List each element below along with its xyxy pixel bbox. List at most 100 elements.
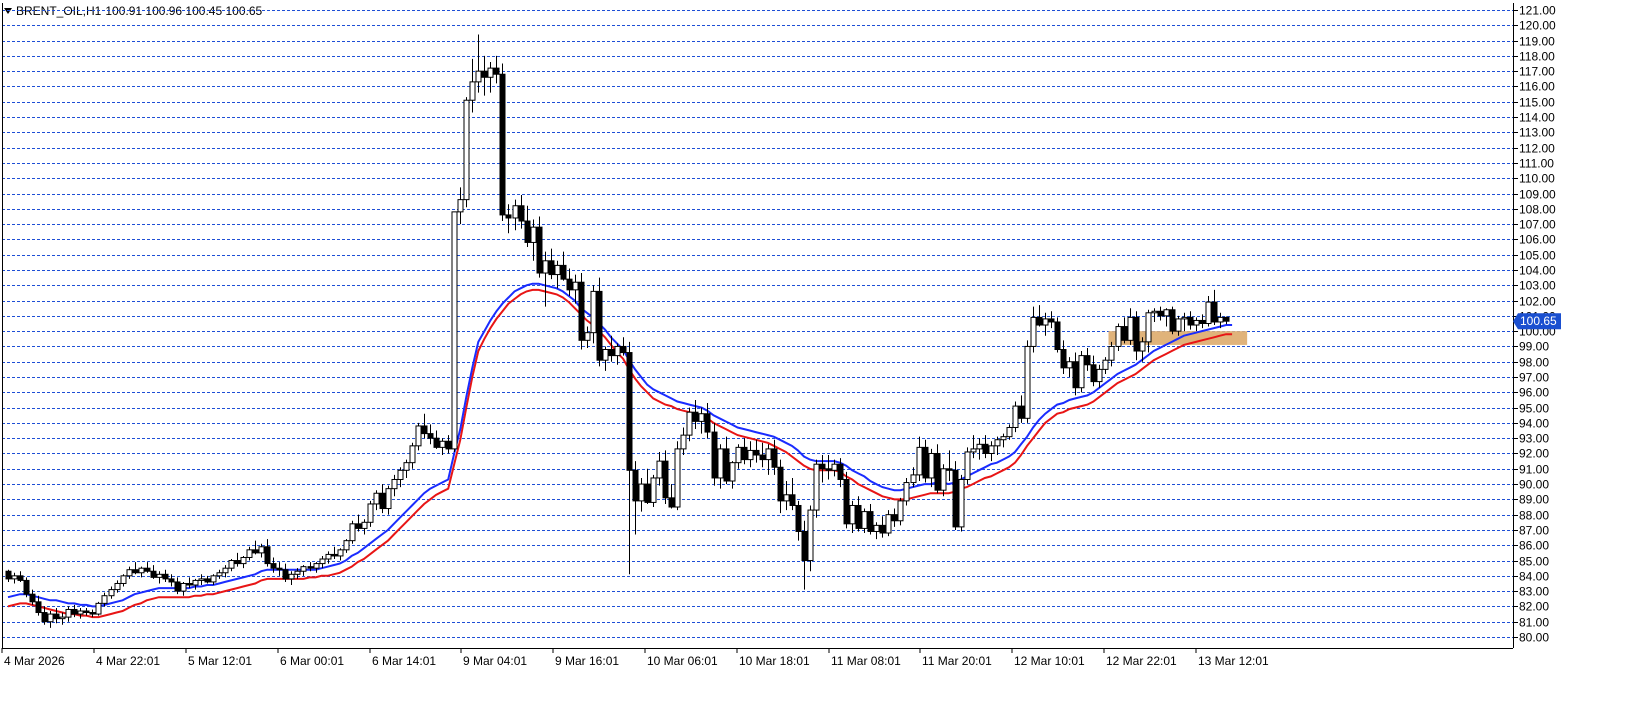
y-tick-label: 95.00 <box>1519 402 1549 416</box>
candle <box>29 589 36 605</box>
candle-body-bearish <box>566 278 573 291</box>
candle <box>367 500 374 527</box>
candle <box>409 442 416 469</box>
candle-body-bearish <box>83 610 90 614</box>
candle-body-bullish <box>717 448 724 479</box>
candle <box>518 195 525 229</box>
candle <box>264 539 271 567</box>
candle-body-bullish <box>463 99 470 201</box>
x-tick-label: 13 Mar 12:01 <box>1198 654 1269 668</box>
candle-body-bullish <box>747 449 754 461</box>
y-tick-label: 97.00 <box>1519 371 1549 385</box>
y-tick-label: 115.00 <box>1519 96 1555 110</box>
candle <box>873 522 880 540</box>
candle <box>855 496 862 532</box>
candle <box>729 461 736 489</box>
candle <box>114 580 121 593</box>
candle-body-bearish <box>952 469 959 528</box>
candle-body-bullish <box>910 474 917 484</box>
grid-lines <box>2 10 1513 638</box>
candle-body-bearish <box>481 70 488 78</box>
candle <box>1139 337 1146 362</box>
candle-body-bearish <box>493 67 500 75</box>
candle-body-bullish <box>1078 355 1085 389</box>
candle <box>144 562 151 573</box>
candle-body-bullish <box>114 582 121 591</box>
candle-body-bullish <box>885 514 892 534</box>
candle-body-bullish <box>903 482 910 502</box>
candle <box>1199 314 1206 329</box>
candle <box>210 574 217 586</box>
candle-body-bullish <box>11 575 18 580</box>
candle <box>819 455 826 483</box>
candle-body-bullish <box>1151 310 1158 314</box>
candle <box>753 439 760 463</box>
candle <box>228 559 235 572</box>
candle <box>427 424 434 445</box>
candle-body-bullish <box>650 477 657 503</box>
candle-body-bullish <box>1217 316 1224 323</box>
candle-body-bullish <box>246 549 253 558</box>
candle-body-bullish <box>240 556 247 565</box>
x-tick-label: 11 Mar 20:01 <box>922 654 992 668</box>
candle-body-bearish <box>144 567 151 572</box>
candle-body-bearish <box>270 563 277 569</box>
y-tick-label: 92.00 <box>1519 447 1549 461</box>
candle-body-bearish <box>536 226 543 274</box>
candle-body-bullish <box>831 463 838 471</box>
y-tick-label: 114.00 <box>1519 111 1555 125</box>
candle <box>1217 312 1224 329</box>
candle <box>59 612 66 625</box>
y-tick-label: 96.00 <box>1519 386 1549 400</box>
candle <box>162 569 169 582</box>
candle-body-bearish <box>307 566 314 569</box>
candle-body-bullish <box>994 439 1001 447</box>
candle <box>952 461 959 530</box>
candle-body-bullish <box>391 478 398 490</box>
candle <box>735 444 742 469</box>
candle <box>512 199 519 231</box>
candle-body-bearish <box>505 214 512 219</box>
candle <box>970 435 977 459</box>
candle <box>1102 357 1109 374</box>
candle <box>1078 351 1085 393</box>
candle <box>897 497 904 526</box>
y-tick-label: 110.00 <box>1519 172 1555 186</box>
candle <box>216 569 223 579</box>
candle <box>801 520 808 590</box>
candle-body-bearish <box>1060 348 1067 369</box>
candle <box>704 403 711 439</box>
candle-body-bullish <box>1139 341 1146 352</box>
candle-body-bullish <box>409 445 416 464</box>
candle <box>656 451 663 486</box>
candle-body-bullish <box>765 448 772 461</box>
candle-body-bearish <box>162 573 169 580</box>
y-tick-label: 83.00 <box>1519 585 1549 599</box>
candle <box>777 459 784 514</box>
candle <box>1072 352 1079 396</box>
candle-body-bullish <box>258 546 265 554</box>
candle-body-bearish <box>174 581 181 592</box>
candle-body-bearish <box>759 454 766 461</box>
fast-ma-line <box>7 282 1233 608</box>
candle-body-bearish <box>632 469 639 502</box>
candle-body-bearish <box>1157 310 1164 317</box>
candle-body-bearish <box>741 446 748 461</box>
candle <box>433 430 440 449</box>
candle-body-bearish <box>825 468 832 471</box>
candle <box>150 565 157 579</box>
candle <box>415 422 422 451</box>
candle-body-bullish <box>861 511 868 529</box>
candle-body-bearish <box>53 613 60 620</box>
candle-body-bearish <box>795 504 802 532</box>
y-tick-label: 108.00 <box>1519 203 1556 217</box>
candle-body-bearish <box>518 205 525 222</box>
candle-body-bearish <box>934 452 941 491</box>
y-tick-label: 107.00 <box>1519 218 1556 232</box>
y-tick-label: 93.00 <box>1519 432 1549 446</box>
candle-body-bearish <box>499 73 506 216</box>
candle <box>11 572 18 584</box>
candle <box>1163 308 1170 327</box>
candle-body-bullish <box>228 560 235 569</box>
